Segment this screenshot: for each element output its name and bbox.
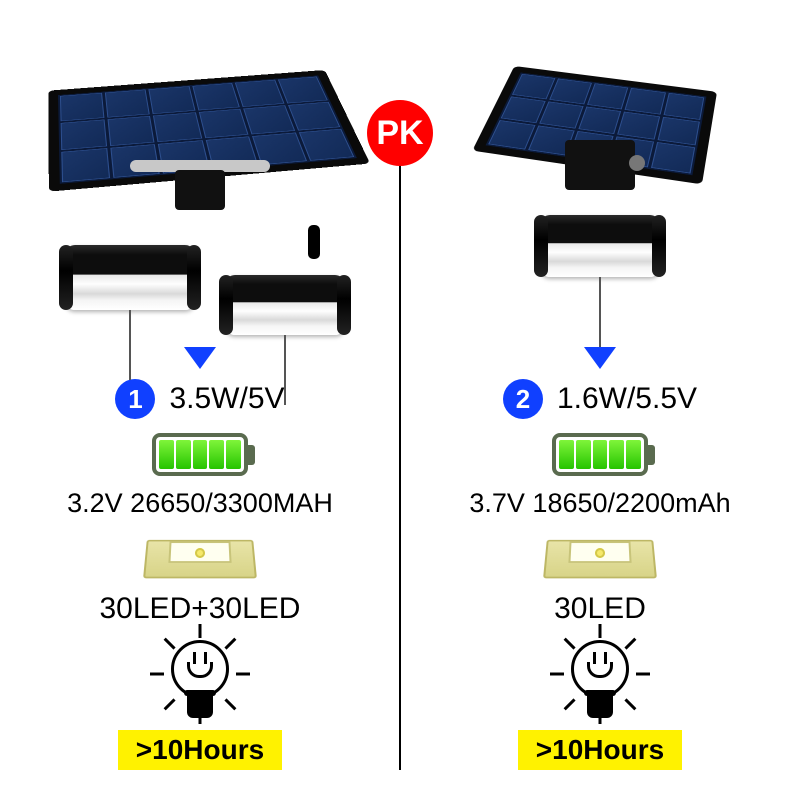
- lamp-icon: [65, 245, 195, 310]
- battery-spec: 3.2V 26650/3300MAH: [67, 488, 333, 519]
- battery-icon: [152, 433, 248, 476]
- power-spec-row: 1 3.5W/5V: [10, 379, 390, 419]
- lightbulb-icon: [168, 640, 232, 718]
- power-spec: 3.5W/5V: [169, 382, 284, 416]
- led-spec: 30LED: [554, 592, 646, 626]
- power-spec-row: 2 1.6W/5.5V: [410, 379, 790, 419]
- battery-spec: 3.7V 18650/2200mAh: [469, 488, 730, 519]
- panel-mount-icon: [565, 140, 635, 190]
- battery-icon: [552, 433, 648, 476]
- product-1-image: [10, 20, 390, 341]
- product-number-badge: 2: [503, 379, 543, 419]
- led-chip-icon: [145, 535, 255, 582]
- runtime-badge: >10Hours: [518, 730, 682, 770]
- down-triangle-icon: [584, 347, 616, 369]
- product-2-image: [410, 20, 790, 341]
- led-chip-icon: [545, 535, 655, 582]
- runtime-badge: >10Hours: [118, 730, 282, 770]
- pk-badge: PK: [367, 100, 433, 166]
- panel-mount-icon: [130, 160, 270, 200]
- product-1-column: 1 3.5W/5V 3.2V 26650/3300MAH 30LED+30LED…: [0, 0, 400, 800]
- lamp-icon: [225, 275, 345, 335]
- product-2-column: 2 1.6W/5.5V 3.7V 18650/2200mAh 30LED >10…: [400, 0, 800, 800]
- product-number-badge: 1: [115, 379, 155, 419]
- power-spec: 1.6W/5.5V: [557, 382, 697, 416]
- lightbulb-icon: [568, 640, 632, 718]
- cable-connector-icon: [308, 225, 320, 259]
- comparison-container: PK 1 3.5W/5V 3.2V 26650/3300MAH 30LED+30…: [0, 0, 800, 800]
- down-triangle-icon: [184, 347, 216, 369]
- led-spec: 30LED+30LED: [100, 592, 301, 626]
- lamp-icon: [540, 215, 660, 277]
